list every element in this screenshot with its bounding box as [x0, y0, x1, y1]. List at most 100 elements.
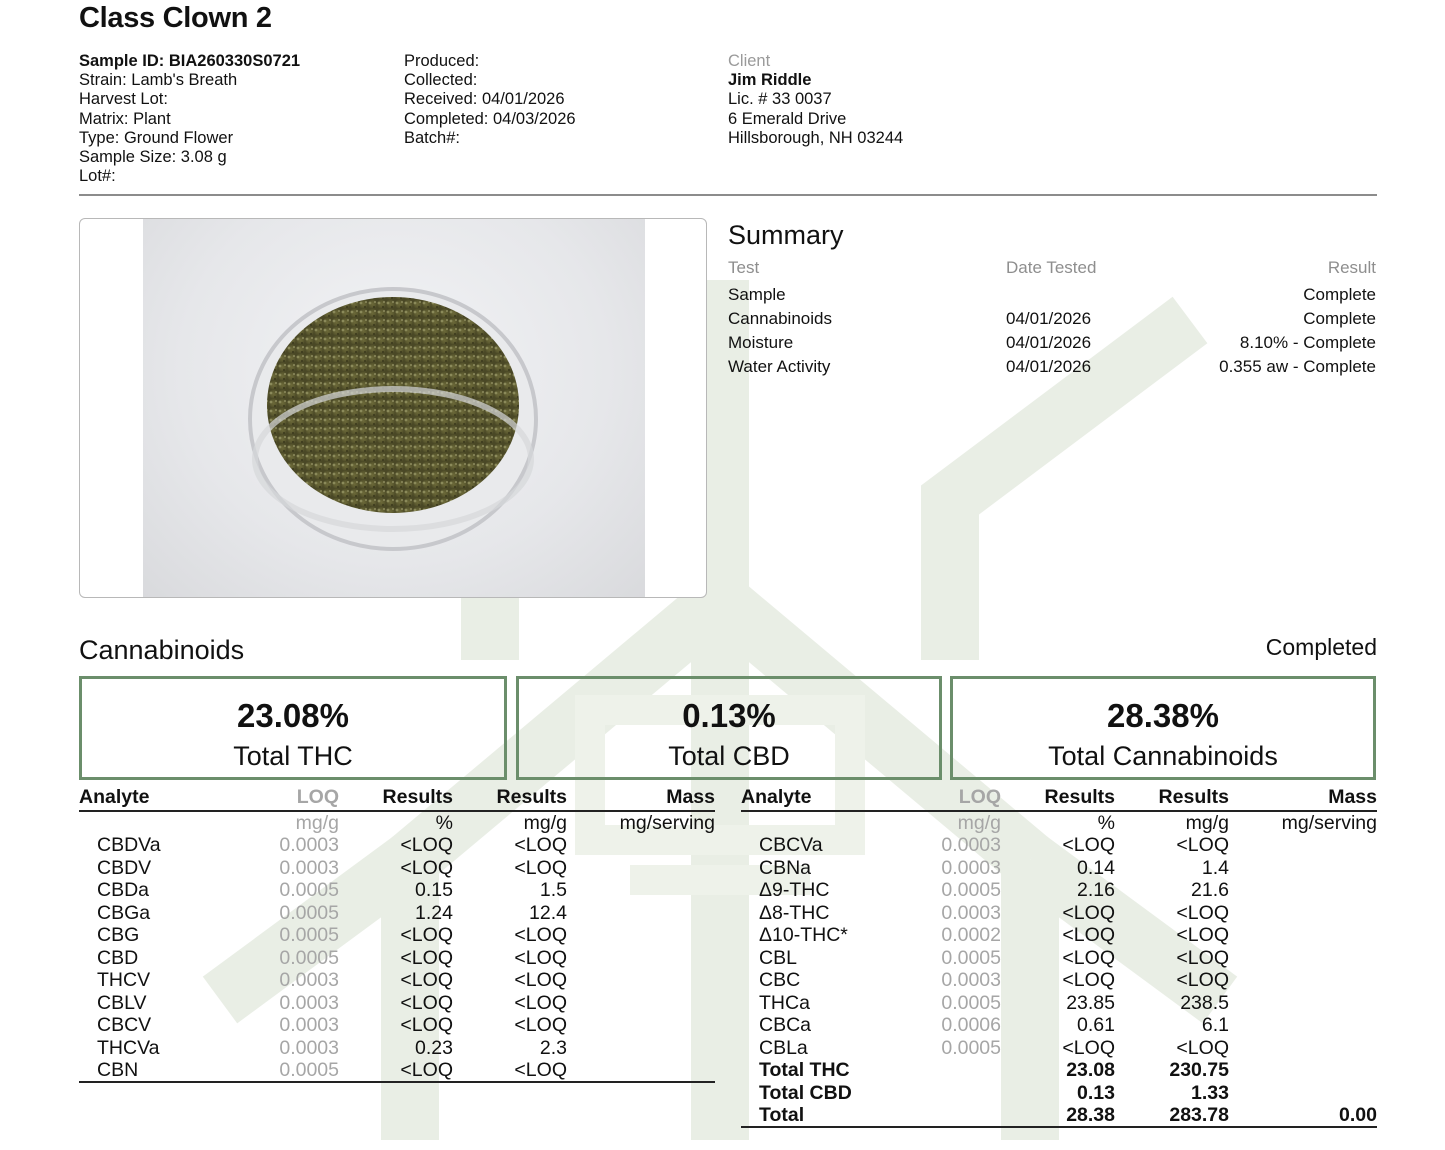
sample-photo: [143, 219, 645, 597]
analyte-loq: 0.0003: [941, 969, 1001, 991]
date-produced: Produced:: [404, 52, 480, 70]
date-collected: Collected:: [404, 71, 478, 90]
total-pct: 23.08: [1066, 1059, 1115, 1081]
analyte-name: CBN: [97, 1059, 139, 1081]
table-header: Analyte LOQ Results Results Mass: [741, 786, 1377, 812]
summary-date: 04/01/2026: [1006, 333, 1092, 352]
total-thc-label: Total THC: [233, 741, 353, 771]
analyte-result-mgg: <LOQ: [1176, 946, 1229, 969]
unit-mgg: mg/g: [1185, 812, 1229, 834]
cannabinoids-table-left: Analyte LOQ Results Results Mass mg/g % …: [79, 786, 715, 1082]
table-row: CBDVa 0.0003 <LOQ <LOQ: [79, 834, 715, 857]
analyte-result-pct: <LOQ: [1062, 969, 1115, 991]
total-mgg: 230.75: [1169, 1059, 1229, 1081]
analyte-result-pct: 0.23: [415, 1036, 453, 1059]
summary-test: Sample: [728, 285, 786, 304]
date-received: Received: 04/01/2026: [404, 90, 565, 109]
table-row: CBC 0.0003 <LOQ <LOQ: [741, 969, 1377, 992]
analyte-name: CBDV: [97, 856, 152, 879]
summary-header: Test Date Tested Result: [728, 258, 1376, 280]
analyte-result-mgg: 1.5: [539, 879, 567, 901]
dates-info: Produced: Collected: Received: 04/01/202…: [404, 52, 576, 148]
analyte-result-mgg: 1.4: [1201, 856, 1229, 879]
analyte-loq: 0.0006: [941, 1014, 1001, 1036]
cannabinoids-status: Completed: [1265, 634, 1377, 660]
client-name: Jim Riddle: [728, 71, 812, 90]
summary-title: Summary: [728, 220, 844, 250]
analyte-result-pct: <LOQ: [400, 834, 453, 856]
analyte-result-mgg: <LOQ: [1176, 924, 1229, 946]
total-cbd-label: Total CBD: [668, 741, 790, 771]
analyte-result-pct: <LOQ: [400, 946, 453, 969]
header-results-mgg: Results: [496, 786, 567, 808]
client-license: Lic. # 33 0037: [728, 90, 832, 109]
unit-mgg: mg/g: [523, 812, 567, 834]
table-row: CBCVa 0.0003 <LOQ <LOQ: [741, 834, 1377, 857]
analyte-result-pct: <LOQ: [1062, 924, 1115, 946]
summary-result: 0.355 aw - Complete: [1219, 357, 1376, 376]
table-row: THCVa 0.0003 0.23 2.3: [79, 1037, 715, 1060]
sample-lot: Lot#:: [79, 167, 116, 186]
header-mass: Mass: [1328, 786, 1377, 808]
header-loq: LOQ: [958, 786, 1001, 808]
total-mgg: 1.33: [1191, 1081, 1229, 1104]
header-results-mgg: Results: [1158, 786, 1229, 808]
analyte-loq: 0.0005: [279, 879, 339, 901]
analyte-result-pct: 0.14: [1077, 856, 1115, 879]
table-units: mg/g % mg/g mg/serving: [79, 812, 715, 834]
analyte-result-mgg: <LOQ: [1176, 834, 1229, 856]
summary-row: Water Activity 04/01/2026 0.355 aw - Com…: [728, 357, 1376, 379]
sample-id: Sample ID: BIA260330S0721: [79, 52, 301, 70]
analyte-result-pct: 0.61: [1077, 1014, 1115, 1036]
cannabinoids-title: Cannabinoids: [79, 635, 245, 665]
analyte-result-pct: <LOQ: [1062, 834, 1115, 856]
table-total-row: Total 28.38 283.78 0.00: [741, 1104, 1377, 1127]
unit-pct: %: [435, 812, 453, 834]
cannabinoids-table-right: Analyte LOQ Results Results Mass mg/g % …: [741, 786, 1377, 1127]
analyte-loq: 0.0005: [279, 1059, 339, 1081]
total-name: Total THC: [759, 1059, 850, 1081]
batch-number: Batch#:: [404, 128, 460, 147]
table-row: THCV 0.0003 <LOQ <LOQ: [79, 969, 715, 992]
analyte-name: CBG: [97, 924, 140, 946]
analyte-loq: 0.0003: [279, 991, 339, 1014]
analyte-result-mgg: <LOQ: [514, 856, 567, 879]
summary-header-result: Result: [1327, 258, 1376, 277]
header-analyte: Analyte: [79, 786, 150, 808]
analyte-loq: 0.0003: [941, 856, 1001, 879]
total-cannabinoids-box: 28.38% Total Cannabinoids: [950, 676, 1376, 780]
analyte-result-pct: <LOQ: [400, 924, 453, 946]
sample-info: Sample ID: BIA260330S0721 Strain: Lamb's…: [79, 52, 300, 186]
analyte-result-pct: <LOQ: [1062, 1036, 1115, 1059]
unit-mass: mg/serving: [619, 812, 715, 834]
analyte-result-mgg: 238.5: [1180, 991, 1229, 1014]
analyte-name: THCVa: [97, 1036, 160, 1059]
total-cannabinoids-value: 28.38%: [1107, 697, 1219, 734]
analyte-name: CBCa: [759, 1014, 812, 1036]
summary-header-date: Date Tested: [1006, 258, 1097, 277]
table-row: CBDa 0.0005 0.15 1.5: [79, 879, 715, 902]
analyte-result-mgg: <LOQ: [1176, 1036, 1229, 1059]
analyte-result-pct: <LOQ: [400, 991, 453, 1014]
client-info: Client Jim Riddle Lic. # 33 0037 6 Emera…: [728, 52, 903, 148]
header-results-pct: Results: [382, 786, 453, 808]
unit-loq: mg/g: [295, 812, 339, 834]
client-address-line2: Hillsborough, NH 03244: [728, 128, 904, 147]
analyte-name: CBLV: [97, 991, 147, 1014]
table-header: Analyte LOQ Results Results Mass: [79, 786, 715, 812]
analyte-result-mgg: <LOQ: [514, 991, 567, 1014]
analyte-name: CBDa: [97, 879, 150, 901]
header-results-pct: Results: [1044, 786, 1115, 808]
analyte-result-mgg: <LOQ: [514, 924, 567, 946]
client-label: Client: [728, 52, 771, 70]
analyte-name: CBC: [759, 969, 801, 991]
analyte-result-pct: <LOQ: [1062, 901, 1115, 924]
analyte-name: CBNa: [759, 856, 812, 879]
table-row: Δ8-THC 0.0003 <LOQ <LOQ: [741, 902, 1377, 925]
table-row: CBD 0.0005 <LOQ <LOQ: [79, 947, 715, 970]
analyte-name: CBCVa: [759, 834, 823, 856]
analyte-name: CBD: [97, 946, 139, 969]
analyte-loq: 0.0005: [279, 924, 339, 946]
product-title: Class Clown 2: [79, 2, 272, 34]
sample-strain: Strain: Lamb's Breath: [79, 71, 238, 90]
